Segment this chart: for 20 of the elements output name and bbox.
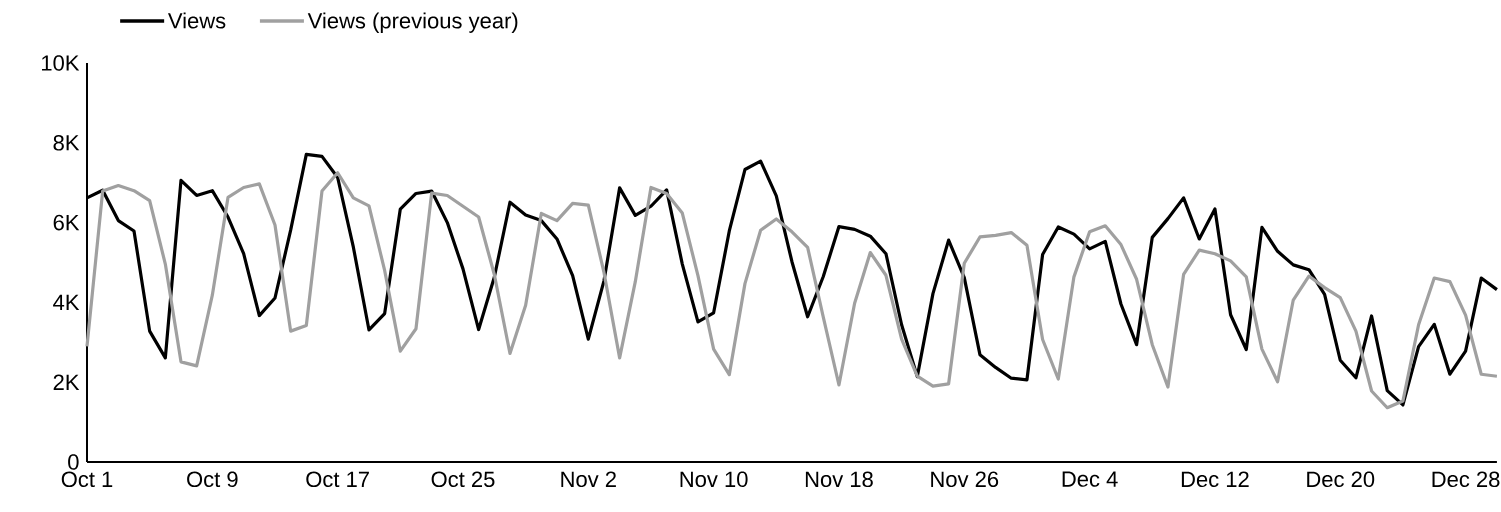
x-tick-label: Oct 17	[306, 471, 369, 488]
y-tick-label: 2K	[53, 374, 80, 390]
legend-label: Views (previous year)	[307, 12, 518, 33]
x-tick-label: Nov 18	[805, 471, 873, 488]
y-tick-label: 8K	[53, 135, 80, 151]
x-tick-label: Dec 4	[1062, 471, 1118, 487]
x-tick-label: Nov 26	[931, 471, 999, 488]
legend-label: Views	[167, 12, 226, 29]
x-tick-label: Nov 10	[680, 471, 748, 488]
x-tick-label: Oct 25	[431, 471, 495, 488]
y-tick-label: 6K	[53, 214, 80, 231]
x-tick-label: Dec 28	[1432, 471, 1500, 488]
x-tick-label: Oct 9	[187, 471, 238, 488]
x-tick-label: Dec 12	[1181, 471, 1249, 488]
x-tick-label: Dec 20	[1307, 471, 1375, 488]
y-tick-label: 10K	[42, 55, 80, 71]
x-tick-label: Oct 1	[61, 471, 113, 488]
y-tick-label: 4K	[53, 294, 80, 310]
y-tick-label: 0	[68, 454, 79, 470]
x-tick-label: Nov 2	[561, 471, 616, 488]
